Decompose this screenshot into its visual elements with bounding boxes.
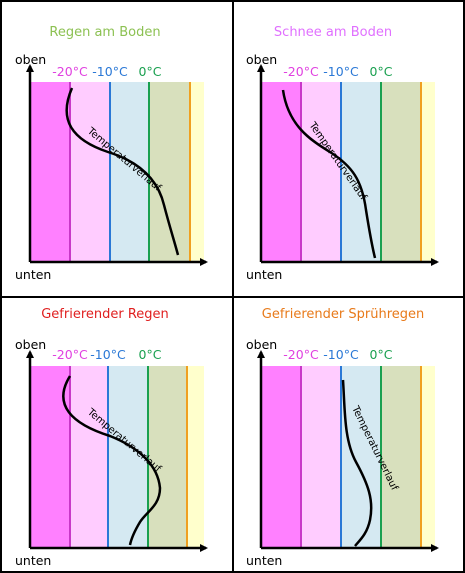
panel-title: Schnee am Boden xyxy=(274,25,392,40)
panel-freezing-drizzle: Gefrierender Sprühregen oben unten -20°C… xyxy=(246,307,439,568)
tick-label-zero: 0°C xyxy=(370,347,393,362)
panel-title: Gefrierender Regen xyxy=(41,307,169,322)
tick-label-zero: 0°C xyxy=(139,347,162,362)
tick-label-zero: 0°C xyxy=(139,64,162,79)
zone-very-cold xyxy=(30,82,70,262)
zone-cold xyxy=(70,366,108,548)
axis-label-bottom: unten xyxy=(246,553,282,568)
zone-warm xyxy=(187,366,204,548)
axis-label-bottom: unten xyxy=(15,267,51,282)
zone-warm xyxy=(421,82,435,262)
zone-cool xyxy=(341,82,381,262)
tick-label-minus20: -20°C xyxy=(52,347,88,362)
axis-label-top: oben xyxy=(15,337,46,352)
tick-label-minus20: -20°C xyxy=(52,64,88,79)
tick-label-minus10: -10°C xyxy=(323,64,359,79)
axis-label-top: oben xyxy=(246,337,277,352)
panel-rain-at-ground: Regen am Boden oben unten -20°C -10°C 0°… xyxy=(15,25,208,282)
tick-label-minus10: -10°C xyxy=(90,347,126,362)
zone-very-cold xyxy=(261,82,301,262)
zone-cool xyxy=(110,82,149,262)
tick-label-minus10: -10°C xyxy=(323,347,359,362)
zone-cool xyxy=(341,366,381,548)
temperature-curve xyxy=(281,89,377,259)
zone-above-zero xyxy=(149,82,190,262)
panel-title: Regen am Boden xyxy=(49,25,160,40)
zone-very-cold xyxy=(261,366,301,548)
tick-label-zero: 0°C xyxy=(370,64,393,79)
zone-warm xyxy=(421,366,435,548)
axis-label-top: oben xyxy=(246,52,277,67)
panel-title: Gefrierender Sprühregen xyxy=(262,307,425,322)
zone-above-zero xyxy=(148,366,187,548)
axis-label-bottom: unten xyxy=(246,267,282,282)
zone-cold xyxy=(301,366,341,548)
temperature-curve xyxy=(341,379,373,547)
tick-label-minus20: -20°C xyxy=(283,64,319,79)
zone-cool xyxy=(108,366,148,548)
tick-label-minus10: -10°C xyxy=(92,64,128,79)
zone-warm xyxy=(190,82,204,262)
panel-snow-at-ground: Schnee am Boden oben unten -20°C -10°C 0… xyxy=(246,25,439,282)
panel-freezing-rain: Gefrierender Regen oben unten -20°C -10°… xyxy=(15,307,208,568)
axis-label-bottom: unten xyxy=(15,553,51,568)
zone-above-zero xyxy=(381,366,421,548)
zone-above-zero xyxy=(381,82,421,262)
temperature-curve xyxy=(62,375,162,546)
axis-label-top: oben xyxy=(15,52,46,67)
zone-cold xyxy=(70,82,110,262)
tick-label-minus20: -20°C xyxy=(283,347,319,362)
zone-cold xyxy=(301,82,341,262)
temperature-curve xyxy=(65,87,180,256)
